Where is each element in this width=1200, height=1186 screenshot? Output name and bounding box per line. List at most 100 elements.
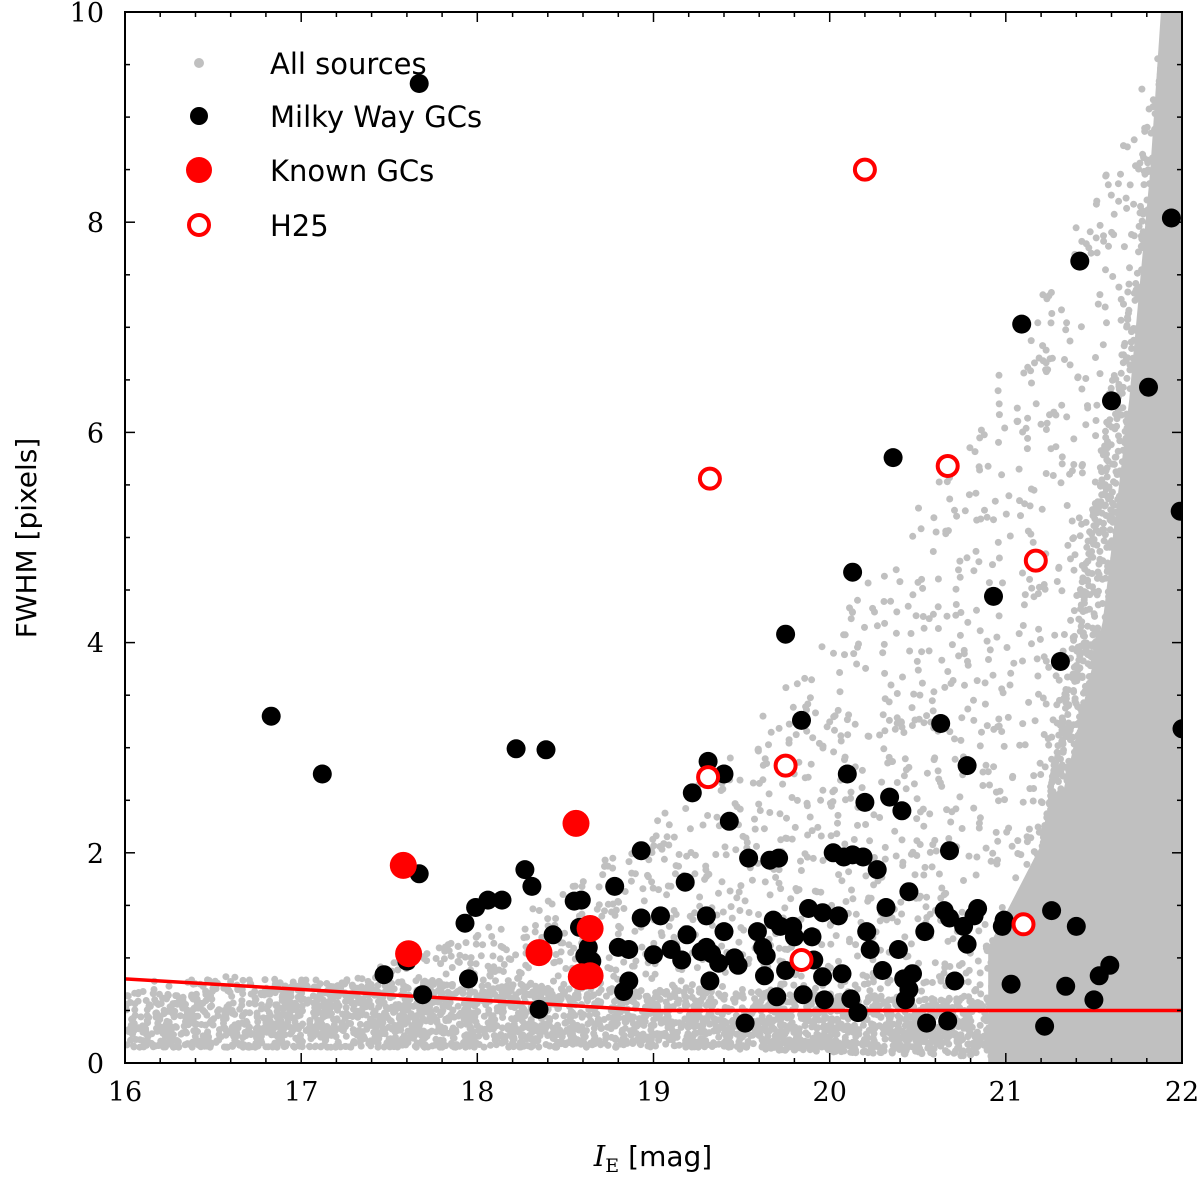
all-sources-point [557,948,565,956]
all-sources-point [1019,798,1027,806]
all-sources-point [696,893,704,901]
all-sources-point [782,684,790,692]
all-sources-point [1052,443,1060,451]
all-sources-point [1094,300,1102,308]
all-sources-point [830,748,838,756]
all-sources-point [242,1009,250,1017]
all-sources-point [701,1043,709,1051]
all-sources-point [935,870,943,878]
all-sources-point [959,1052,967,1060]
all-sources-point [785,720,793,728]
all-sources-point [944,668,952,675]
all-sources-point [1039,694,1047,702]
all-sources-point [935,478,943,486]
all-sources-point [1026,502,1034,510]
all-sources-point [873,622,881,630]
all-sources-point [893,779,901,786]
all-sources-point [599,871,607,879]
all-sources-point [947,680,955,687]
all-sources-point [1001,1011,1009,1019]
all-sources-point [220,1023,228,1031]
all-sources-point [664,1017,672,1025]
all-sources-point [1064,541,1072,549]
all-sources-point [892,566,900,574]
all-sources-point [880,572,888,580]
all-sources-point [923,712,931,720]
all-sources-point [715,1033,723,1041]
all-sources-point [918,679,926,687]
all-sources-point [855,1030,863,1038]
all-sources-point [1099,341,1107,349]
all-sources-point [776,810,784,818]
all-sources-point [1165,129,1173,137]
all-sources-point [850,1028,857,1036]
all-sources-point [408,1027,416,1035]
all-sources-point [271,975,279,983]
all-sources-point [797,867,805,874]
all-sources-point [847,615,855,623]
all-sources-point [892,852,900,860]
all-sources-point [1156,70,1164,78]
all-sources-point [490,939,498,947]
all-sources-point [271,1041,279,1049]
all-sources-point [601,907,608,915]
all-sources-point [566,997,574,1004]
all-sources-point [1126,385,1134,393]
all-sources-point [726,887,734,895]
all-sources-point [1092,354,1099,361]
all-sources-point [714,1027,722,1035]
all-sources-point [759,994,767,1002]
all-sources-point [789,703,797,711]
all-sources-point [777,885,785,893]
all-sources-point [950,1049,958,1057]
all-sources-point [601,856,609,864]
all-sources-point [439,1002,447,1010]
all-sources-point [948,808,956,816]
all-sources-point [914,915,922,923]
all-sources-point [1007,1051,1015,1059]
all-sources-point [144,1019,152,1027]
all-sources-point [486,971,494,979]
all-sources-point [1006,532,1014,540]
all-sources-point [1078,469,1086,477]
all-sources-point [741,897,749,905]
all-sources-point [1003,644,1011,651]
all-sources-point [472,933,480,941]
all-sources-point [864,579,872,587]
all-sources-point [1048,310,1056,317]
all-sources-point [975,558,983,566]
all-sources-point [1070,461,1078,468]
all-sources-point [610,1017,618,1025]
all-sources-point [942,1047,949,1055]
all-sources-point [247,1030,255,1037]
all-sources-point [633,1001,640,1008]
all-sources-point [925,647,933,655]
all-sources-point [977,1033,985,1041]
all-sources-point [1082,421,1090,429]
all-sources-point [660,855,668,863]
all-sources-point [204,976,211,984]
all-sources-point [1110,210,1118,218]
all-sources-point [891,827,899,835]
all-sources-point [1104,982,1112,990]
all-sources-point [881,843,889,851]
all-sources-point [1068,517,1076,525]
all-sources-point [909,591,917,599]
all-sources-point [898,910,906,918]
all-sources-point [837,732,845,740]
all-sources-point [999,579,1006,587]
all-sources-point [834,819,841,827]
all-sources-point [1027,337,1035,345]
all-sources-point [202,997,210,1005]
all-sources-point [899,673,906,681]
all-sources-point [532,1035,540,1043]
all-sources-point [270,1021,278,1029]
all-sources-point [1019,1024,1027,1032]
all-sources-point [479,976,487,984]
all-sources-point [731,998,739,1006]
all-sources-point [478,982,486,990]
all-sources-point [1004,713,1012,721]
all-sources-point [811,1037,819,1045]
all-sources-point [401,1000,409,1008]
all-sources-point [1011,958,1019,966]
